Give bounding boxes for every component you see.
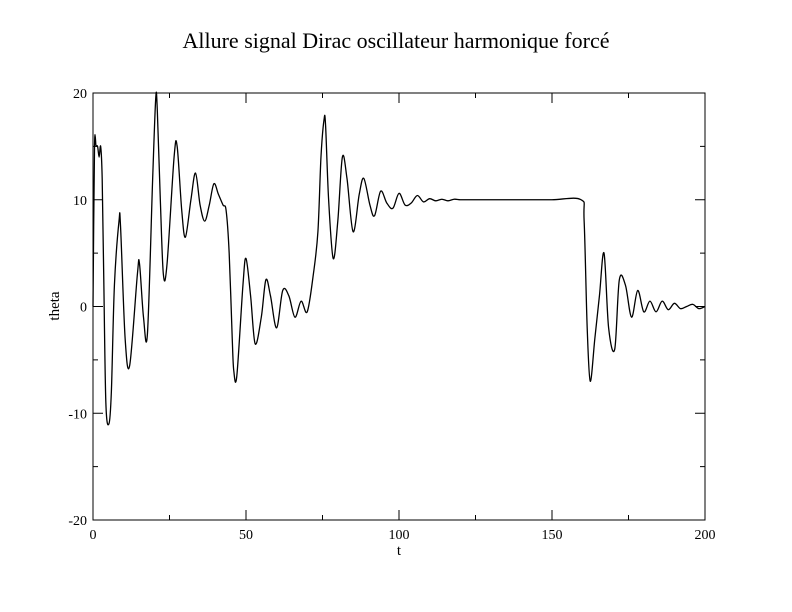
axis-ticks <box>92 92 706 521</box>
series-line <box>92 91 706 426</box>
x-tick-label: 200 <box>695 528 716 543</box>
y-axis-label: theta <box>47 291 63 320</box>
axis-tick-labels: 0 50 100 150 200 -20 -10 0 10 20 <box>68 87 715 543</box>
x-tick-label: 100 <box>389 528 410 543</box>
y-tick-label: 0 <box>80 301 87 316</box>
y-tick-label: 20 <box>73 87 87 102</box>
plot-area-frame <box>92 92 706 521</box>
x-tick-label: 0 <box>90 528 97 543</box>
y-tick-label: -20 <box>68 514 87 529</box>
x-tick-label: 50 <box>239 528 253 543</box>
x-tick-label: 150 <box>542 528 563 543</box>
chart-title: Allure signal Dirac oscillateur harmoniq… <box>182 28 610 53</box>
x-axis-label: t <box>397 543 402 559</box>
y-tick-label: -10 <box>68 407 87 422</box>
y-tick-label: 10 <box>73 194 87 209</box>
